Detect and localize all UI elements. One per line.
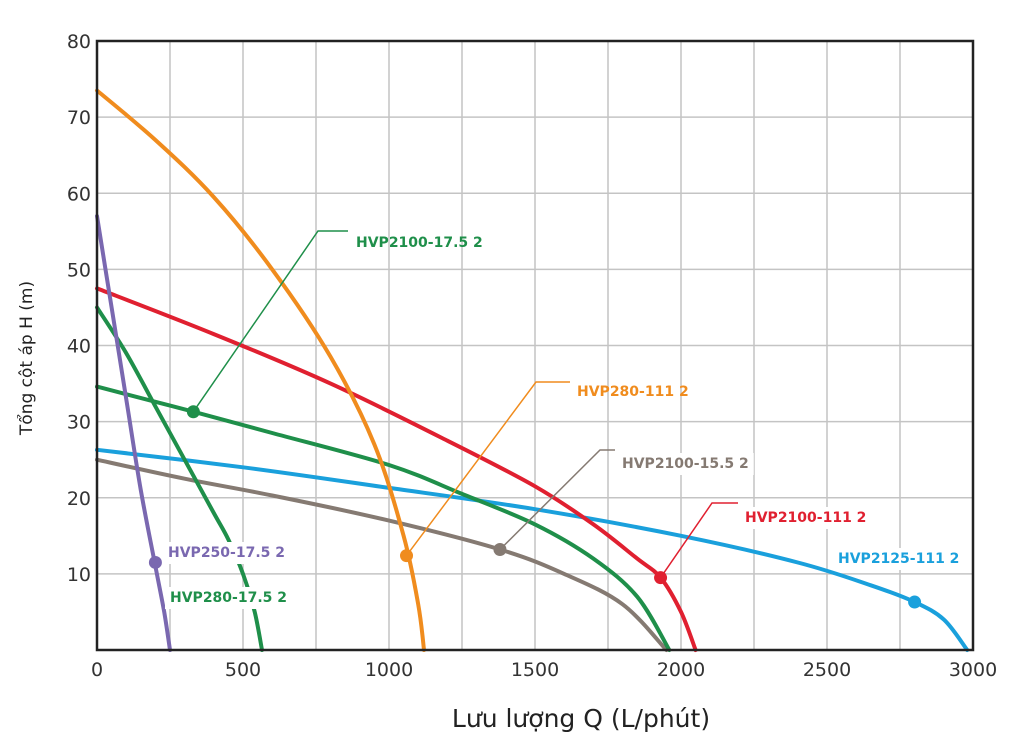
series-label-hvp2100-17-5-2: HVP2100-17.5 2 bbox=[356, 235, 483, 251]
leader-hvp280-111-2 bbox=[405, 381, 570, 557]
series-label-hvp2125-111-2: HVP2125-111 2 bbox=[838, 551, 959, 567]
marker-hvp280-111-2 bbox=[400, 549, 414, 563]
label-background bbox=[740, 507, 872, 529]
x-tick-label: 3000 bbox=[949, 659, 997, 681]
curve-hvp2100-17-5-2 bbox=[95, 384, 672, 652]
x-tick-label: 500 bbox=[225, 659, 261, 681]
y-tick-label: 70 bbox=[67, 107, 91, 129]
y-tick-label: 80 bbox=[67, 31, 91, 53]
x-tick-label: 1500 bbox=[511, 659, 559, 681]
series-label-hvp250-17-5-2: HVP250-17.5 2 bbox=[168, 545, 285, 561]
series-label-hvp280-17-5-2: HVP280-17.5 2 bbox=[170, 590, 287, 606]
y-axis-title: Tổng cột áp H (m) bbox=[16, 281, 37, 436]
plot-frame bbox=[95, 39, 975, 652]
leader-hvp2100-15-5-2 bbox=[499, 449, 615, 551]
marker-hvp2100-15-5-2 bbox=[493, 543, 507, 557]
x-tick-label: 2000 bbox=[657, 659, 705, 681]
marker-hvp250-17-5-2 bbox=[148, 555, 162, 569]
x-axis-title: Lưu lượng Q (L/phút) bbox=[452, 704, 710, 733]
tick-labels: 0 500 1000 1500 2000 2500 3000 10 20 30 40 50 60 70 80 bbox=[67, 31, 997, 681]
curve-hvp2100-111-2 bbox=[95, 286, 698, 652]
y-tick-label: 10 bbox=[67, 564, 91, 586]
curve-hvp2100-15-5-2 bbox=[95, 457, 669, 652]
leader-hvp2100-17-5-2 bbox=[192, 230, 348, 413]
y-tick-label: 50 bbox=[67, 259, 91, 281]
label-background bbox=[163, 542, 291, 564]
x-tick-label: 0 bbox=[91, 659, 103, 681]
marker-hvp2100-17-5-2 bbox=[186, 405, 200, 419]
label-background bbox=[617, 453, 754, 475]
marker-hvp2100-111-2 bbox=[654, 571, 668, 585]
series-label-hvp280-111-2: HVP280-111 2 bbox=[577, 384, 689, 400]
curve-hvp250-17-5-2 bbox=[95, 214, 172, 652]
curve-hvp280-111-2 bbox=[95, 88, 426, 652]
leader-hvp2100-111-2 bbox=[659, 502, 738, 579]
y-tick-label: 30 bbox=[67, 412, 91, 434]
series-label-hvp2100-15-5-2: HVP2100-15.5 2 bbox=[622, 456, 749, 472]
x-tick-label: 2500 bbox=[803, 659, 851, 681]
marker-hvp2125-111-2 bbox=[908, 595, 922, 609]
y-tick-label: 20 bbox=[67, 488, 91, 510]
y-tick-label: 40 bbox=[67, 336, 91, 358]
leader-lines bbox=[192, 230, 738, 579]
series-labels: HVP250-17.5 2 HVP280-17.5 2 HVP2100-17.5 2… bbox=[163, 235, 965, 609]
label-background bbox=[165, 587, 293, 609]
series-label-hvp2100-111-2: HVP2100-111 2 bbox=[745, 510, 866, 526]
x-tick-label: 1000 bbox=[365, 659, 413, 681]
label-background bbox=[833, 548, 965, 570]
y-tick-label: 60 bbox=[67, 183, 91, 205]
markers bbox=[148, 405, 922, 609]
